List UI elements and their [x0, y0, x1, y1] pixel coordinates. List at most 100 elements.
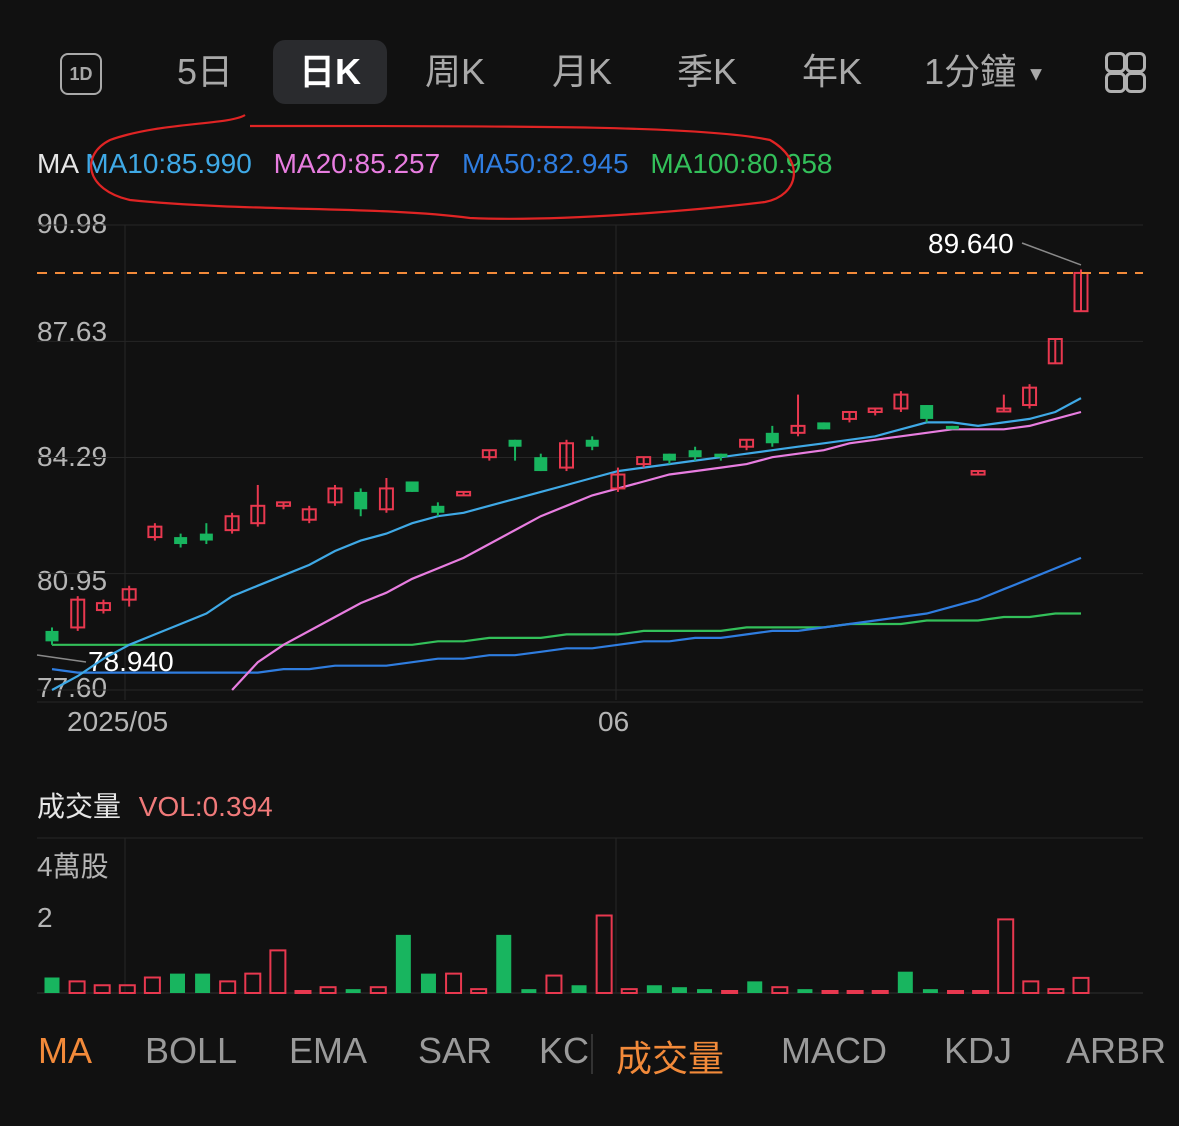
candle	[817, 422, 831, 430]
candle	[893, 393, 909, 410]
volume-bar	[721, 990, 739, 994]
tab-5-day[interactable]: 5日	[176, 51, 234, 92]
price-tick: 90.98	[37, 208, 108, 239]
candle	[790, 424, 806, 434]
volume-bar	[521, 989, 537, 993]
candle	[1022, 386, 1038, 407]
volume-bar	[846, 990, 864, 994]
indicator-ema[interactable]: EMA	[289, 1030, 368, 1071]
indicator-arbr[interactable]: ARBR	[1066, 1030, 1167, 1071]
candle	[714, 453, 728, 458]
volume-bar	[922, 989, 938, 993]
volume-title: 成交量	[37, 791, 122, 822]
tab-1-minute-label: 1分鐘	[924, 51, 1017, 92]
indicator-kdj[interactable]: KDJ	[944, 1030, 1013, 1071]
timeframe-tabbar: 1D 5日 日K 周K 月K 季K 年K 1分鐘 ▼	[0, 30, 1179, 120]
indicator-boll[interactable]: BOLL	[145, 1030, 238, 1071]
volume-header: 成交量 VOL:0.394	[37, 785, 273, 825]
indicator-kc[interactable]: KC	[539, 1030, 590, 1071]
volume-bar	[747, 981, 763, 993]
volume-bar	[646, 985, 662, 993]
volume-bar	[68, 980, 86, 994]
volume-bar	[1072, 976, 1090, 995]
candle	[199, 533, 213, 541]
candle	[456, 490, 472, 497]
volume-bar	[294, 990, 312, 994]
volume-bar	[997, 918, 1015, 994]
tab-daily-k[interactable]: 日K	[273, 40, 387, 104]
caret-down-icon: ▼	[1026, 63, 1046, 86]
volume-bar	[345, 989, 361, 993]
volume-bar	[44, 977, 60, 993]
candle	[327, 487, 343, 504]
tab-weekly-k[interactable]: 周K	[424, 51, 485, 92]
candle	[121, 588, 137, 601]
candle	[174, 537, 188, 545]
volume-bar	[420, 973, 436, 993]
candle	[662, 453, 676, 461]
volume-bar	[195, 973, 211, 993]
candle	[354, 491, 368, 510]
candle	[841, 410, 857, 420]
volume-bar	[972, 990, 990, 994]
grid-icon[interactable]	[1105, 52, 1146, 93]
last-price-connector	[1021, 242, 1082, 266]
volume-bar	[671, 987, 687, 993]
candle	[481, 449, 497, 459]
candle	[945, 425, 959, 430]
candle	[45, 630, 59, 642]
volume-bar	[496, 934, 512, 993]
volume-bar	[545, 974, 563, 994]
tab-yearly-k[interactable]: 年K	[801, 51, 862, 92]
candle	[920, 405, 934, 419]
day-icon[interactable]: 1D	[60, 53, 102, 95]
volume-bar	[1047, 988, 1065, 994]
candle	[405, 481, 419, 492]
indicator-ma[interactable]: MA	[38, 1030, 92, 1071]
volume-bar	[369, 986, 387, 994]
indicator-volume[interactable]: 成交量	[616, 1038, 725, 1079]
volume-bar	[771, 986, 789, 994]
ma10-value: MA10:85.990	[85, 148, 252, 179]
volume-bar	[93, 984, 111, 994]
candle	[610, 473, 626, 490]
volume-bar	[871, 990, 889, 994]
low-marker-connector	[36, 654, 87, 663]
candle	[431, 505, 445, 513]
candle	[636, 456, 652, 466]
ma20-value: MA20:85.257	[273, 148, 441, 179]
candle	[378, 487, 394, 511]
candle	[534, 457, 548, 472]
tab-1-minute[interactable]: 1分鐘 ▼	[920, 40, 1050, 104]
candle	[301, 508, 317, 521]
candle	[147, 525, 163, 539]
candle	[95, 602, 111, 612]
volume-tick: 4萬股	[37, 851, 109, 882]
volume-bar	[219, 980, 237, 994]
tab-quarterly-k[interactable]: 季K	[676, 51, 737, 92]
volume-bar	[821, 990, 839, 994]
ma-prefix[interactable]: MA	[37, 148, 78, 179]
price-tick: 84.29	[37, 441, 108, 472]
volume-value: VOL:0.394	[138, 791, 273, 822]
annotation-circle	[90, 114, 795, 220]
candle	[224, 515, 240, 532]
candle	[970, 470, 986, 476]
volume-bar	[143, 976, 161, 994]
ma20-line	[231, 410, 1082, 691]
date-tick: 2025/05	[67, 706, 169, 737]
volume-bar	[797, 989, 813, 993]
volume-bar	[595, 914, 613, 994]
candle	[70, 598, 86, 629]
indicator-macd[interactable]: MACD	[781, 1030, 887, 1071]
candle	[996, 407, 1012, 413]
indicator-sar[interactable]: SAR	[418, 1030, 493, 1071]
volume-bar	[470, 988, 488, 994]
candle	[765, 432, 779, 444]
volume-bar	[169, 973, 185, 993]
volume-bar	[319, 986, 337, 994]
tab-monthly-k[interactable]: 月K	[551, 51, 612, 92]
indicator-divider	[591, 1034, 593, 1074]
ma100-line	[52, 612, 1081, 646]
